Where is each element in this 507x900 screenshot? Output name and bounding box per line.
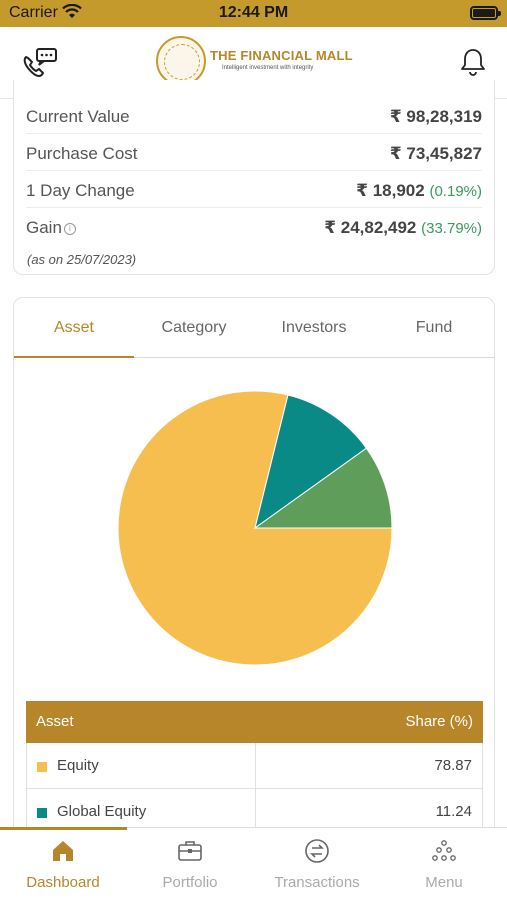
purchase-cost-row: Purchase Cost ₹ 73,45,827 xyxy=(26,137,482,171)
bell-icon[interactable] xyxy=(459,47,487,77)
gain-label-wrap: Gain i xyxy=(26,218,76,238)
current-value-label: Current Value xyxy=(26,107,130,126)
active-tab-indicator xyxy=(0,827,127,830)
asset-pie-chart xyxy=(117,390,393,666)
nav-menu[interactable]: Menu xyxy=(381,828,507,900)
day-change-row: 1 Day Change ₹ 18,902 (0.19%) xyxy=(26,174,482,208)
legend-swatch xyxy=(37,808,47,818)
gain-value: ₹ 24,82,492 (33.79%) xyxy=(324,218,482,238)
battery-icon xyxy=(470,6,501,20)
day-change-label: 1 Day Change xyxy=(26,181,135,200)
gain-amount: ₹ 24,82,492 xyxy=(324,218,417,237)
nav-portfolio[interactable]: Portfolio xyxy=(127,828,253,900)
logo-emblem xyxy=(156,36,206,86)
row-share-value: 11.24 xyxy=(435,803,472,820)
transfer-icon xyxy=(305,839,329,863)
gain-label: Gain xyxy=(26,218,62,237)
table-row: Equity 78.87 xyxy=(26,743,483,789)
nav-dashboard[interactable]: Dashboard xyxy=(0,828,126,900)
nav-dashboard-label: Dashboard xyxy=(26,874,100,891)
carrier-label: Carrier xyxy=(9,4,58,21)
header-asset: Asset xyxy=(36,713,74,730)
as-on-date: (as on 25/07/2023) xyxy=(27,252,137,267)
info-icon[interactable]: i xyxy=(63,223,76,235)
tab-fund[interactable]: Fund xyxy=(415,319,453,336)
home-icon xyxy=(53,841,73,861)
brand-tagline: Intelligent investment with integrity xyxy=(222,65,314,71)
table-header: Asset Share (%) xyxy=(26,701,483,743)
legend-swatch xyxy=(37,762,47,772)
menu-dots-icon xyxy=(432,840,456,861)
current-value-row: Current Value ₹ 98,28,319 xyxy=(26,100,482,134)
pie-slice-global-equity[interactable] xyxy=(254,394,368,530)
nav-menu-label: Menu xyxy=(425,874,463,891)
tab-investors[interactable]: Investors xyxy=(281,319,347,336)
phone-chat-icon[interactable] xyxy=(20,45,60,81)
nav-transactions[interactable]: Transactions xyxy=(254,828,380,900)
nav-transactions-label: Transactions xyxy=(274,874,360,891)
row-share-value: 78.87 xyxy=(434,757,472,774)
allocation-card: Asset Category Investors Fund Asset Shar… xyxy=(13,297,495,900)
tab-asset[interactable]: Asset xyxy=(14,298,134,358)
status-bar: Carrier 12:44 PM xyxy=(0,0,507,27)
pie-slice-other-2[interactable] xyxy=(253,447,393,529)
current-value-amount: ₹ 98,28,319 xyxy=(389,107,482,126)
purchase-cost-amount: ₹ 73,45,827 xyxy=(389,144,482,163)
bottom-tab-bar: Dashboard Portfolio Transactions Menu xyxy=(0,827,507,900)
gain-row: Gain i ₹ 24,82,492 (33.79%) xyxy=(26,211,482,245)
row-asset-name: Global Equity xyxy=(57,803,147,820)
purchase-cost-label: Purchase Cost xyxy=(26,144,138,163)
brand-name: THE FINANCIAL MALL xyxy=(210,48,353,63)
allocation-tabs: Asset Category Investors Fund xyxy=(14,298,494,358)
portfolio-summary-card: Current Value ₹ 98,28,319 Purchase Cost … xyxy=(13,80,495,275)
day-change-amount: ₹ 18,902 xyxy=(356,181,425,200)
clock: 12:44 PM xyxy=(218,4,289,21)
day-change-percent: (0.19%) xyxy=(429,183,482,200)
asset-share-table: Asset Share (%) Equity 78.87 Global Equi… xyxy=(26,701,483,835)
tab-category[interactable]: Category xyxy=(161,319,227,336)
wifi-icon xyxy=(62,4,82,18)
row-asset-name: Equity xyxy=(57,757,99,774)
header-share: Share (%) xyxy=(405,713,473,730)
nav-portfolio-label: Portfolio xyxy=(162,874,218,891)
day-change-value: ₹ 18,902 (0.19%) xyxy=(356,181,482,201)
gain-percent: (33.79%) xyxy=(421,220,482,237)
briefcase-icon xyxy=(178,841,202,861)
